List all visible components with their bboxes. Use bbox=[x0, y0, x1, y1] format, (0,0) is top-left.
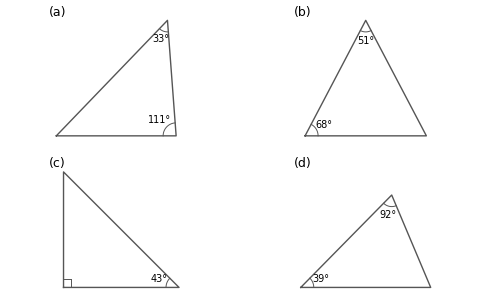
Text: (c): (c) bbox=[49, 158, 66, 171]
Text: (d): (d) bbox=[294, 158, 311, 171]
Text: (b): (b) bbox=[294, 6, 311, 19]
Text: 51°: 51° bbox=[357, 36, 375, 46]
Text: (a): (a) bbox=[49, 6, 67, 19]
Text: 68°: 68° bbox=[315, 120, 332, 130]
Text: 43°: 43° bbox=[150, 274, 168, 284]
Text: 92°: 92° bbox=[379, 210, 396, 220]
Text: 111°: 111° bbox=[148, 115, 171, 125]
Text: 39°: 39° bbox=[312, 274, 329, 284]
Text: 33°: 33° bbox=[152, 34, 169, 44]
